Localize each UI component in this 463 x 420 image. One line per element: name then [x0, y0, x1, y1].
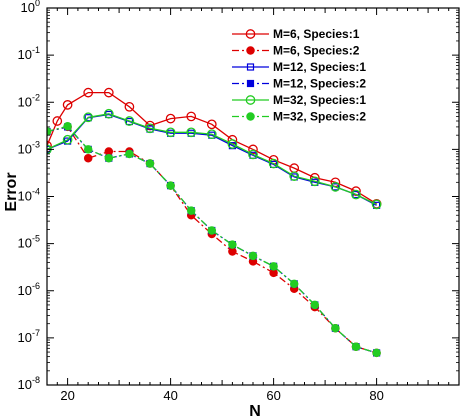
series-1-point: [206, 119, 217, 130]
series-5-point: [248, 149, 258, 160]
series-1-point: [103, 87, 114, 98]
legend-marker-2: [246, 46, 255, 55]
series-3-point: [331, 183, 339, 191]
legend-label-4: M=12, Species:2: [273, 77, 366, 91]
legend-marker-4: [246, 79, 255, 88]
x-tick-label: 20: [60, 388, 74, 403]
series-group: [47, 87, 382, 358]
x-tick-label: 40: [163, 388, 177, 403]
series-5-point: [268, 158, 279, 169]
legend-label-2: M=6, Species:2: [273, 44, 360, 58]
y-tick-label: 10-3: [18, 139, 40, 156]
series-5-point: [186, 127, 197, 138]
series-6-point: [248, 251, 258, 261]
y-tick-label: 10-6: [18, 281, 40, 298]
series-6-point: [63, 121, 72, 131]
series-1-point: [351, 186, 361, 196]
y-tick-label: 10-7: [18, 328, 40, 345]
series-5-point: [124, 116, 135, 126]
legend-label-6: M=32, Species:2: [273, 110, 366, 124]
legend-marker-3: [246, 63, 255, 71]
series-2-point: [228, 247, 237, 256]
series-6-point: [125, 149, 134, 159]
series-5-point: [289, 171, 300, 182]
series-3-point: [84, 114, 92, 122]
x-axis-title: N: [249, 403, 261, 420]
axes: [46, 7, 460, 386]
x-tick-label: 80: [369, 388, 383, 403]
y-tick-label: 100: [21, 0, 40, 15]
series-1-point: [248, 144, 258, 155]
series-6-point: [104, 153, 114, 163]
series-2-point: [83, 153, 93, 163]
series-6-point: [351, 342, 361, 351]
y-tick-label: 10-2: [18, 92, 40, 109]
series-6-point: [207, 226, 217, 235]
series-6-point: [289, 279, 299, 289]
series-6-point: [145, 159, 155, 168]
series-1-point: [186, 111, 197, 122]
series-1-point: [62, 100, 73, 110]
series-3-point: [352, 190, 360, 199]
series-line-2: [47, 126, 377, 354]
series-1-point: [47, 140, 52, 151]
series-1-point: [124, 101, 135, 112]
y-axis-title: Error: [3, 172, 20, 211]
tick-labels: 20 40 60 80 10-8 10-7 10-6 10-5 10-4 10-3 10-2 10-1…: [18, 0, 384, 403]
y-tick-label: 10-1: [18, 45, 40, 62]
legend: M=6, Species:1 M=6, Species:2 M=12, Specie…: [232, 27, 366, 124]
legend-marker-1: [245, 29, 256, 39]
series-5-point: [145, 123, 155, 134]
series-5-point: [103, 108, 114, 119]
series-6-point: [83, 145, 93, 154]
y-tick-label: 10-4: [18, 187, 40, 204]
series-5-point: [330, 182, 341, 192]
legend-label-3: M=12, Species:1: [273, 60, 366, 74]
series-5-point: [62, 134, 73, 145]
series-1-point: [83, 87, 94, 98]
x-tick-label: 60: [266, 388, 280, 403]
legend-marker-5: [245, 95, 256, 105]
series-6-point: [310, 300, 320, 310]
series-line-5: [47, 113, 377, 205]
series-6-point: [331, 324, 340, 333]
series-6-point: [166, 181, 175, 190]
series-5-point: [371, 199, 382, 210]
series-6-point: [228, 240, 237, 249]
series-5-point: [227, 139, 238, 149]
series-5-point: [165, 127, 176, 138]
y-tick-label: 10-8: [18, 375, 40, 392]
series-6-point: [186, 206, 196, 215]
series-1-point: [145, 120, 155, 131]
series-1-point: [165, 113, 176, 124]
legend-marker-6: [246, 112, 255, 121]
series-6-point: [269, 262, 278, 271]
legend-label-1: M=6, Species:1: [273, 27, 360, 41]
plot-area: [47, 87, 382, 358]
legend-label-5: M=32, Species:1: [273, 93, 366, 107]
series-5-point: [351, 189, 361, 200]
series-5-point: [309, 176, 320, 187]
series-5-point: [206, 129, 217, 140]
series-1-point: [52, 116, 63, 126]
series-6-point: [372, 348, 381, 358]
y-tick-label: 10-5: [18, 234, 40, 251]
series-5-point: [83, 112, 94, 123]
series-line-6: [47, 125, 377, 354]
